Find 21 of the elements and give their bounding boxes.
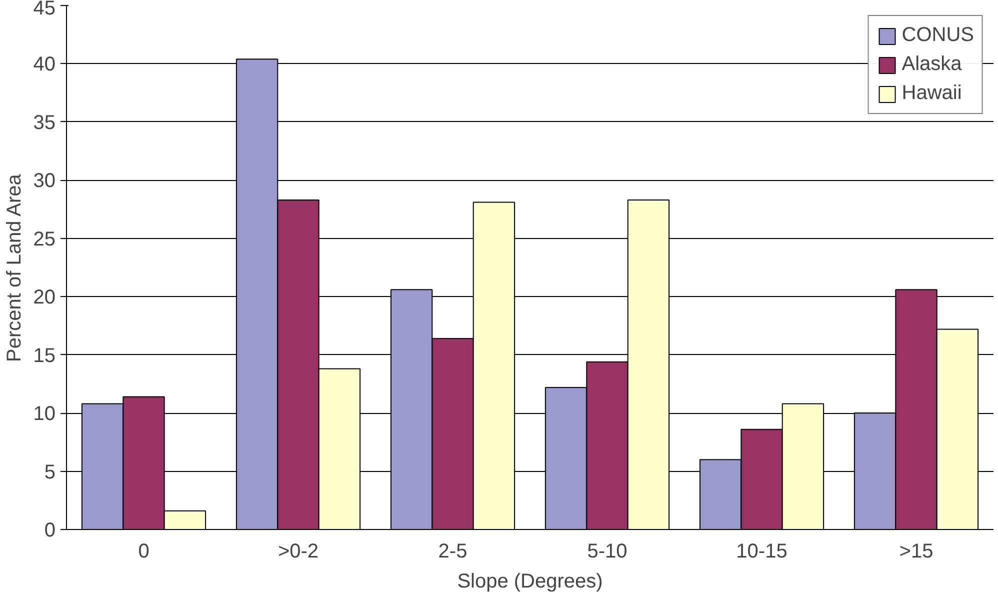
y-tick-label: 5 bbox=[44, 461, 56, 484]
y-tick-label: 40 bbox=[33, 54, 56, 76]
y-tick-label: 0 bbox=[44, 520, 56, 542]
legend-label: CONUS bbox=[902, 24, 974, 47]
x-tick-label: 2-5 bbox=[438, 540, 468, 562]
x-tick-label: >0-2 bbox=[278, 540, 319, 562]
y-tick-label: 30 bbox=[33, 170, 56, 192]
y-tick-label: 35 bbox=[33, 112, 56, 134]
legend-label: Hawaii bbox=[902, 82, 962, 105]
x-axis-title: Slope (Degrees) bbox=[457, 570, 603, 592]
x-tick-label: 10-15 bbox=[736, 540, 788, 562]
y-tick-label: 20 bbox=[33, 286, 56, 309]
x-tick-label: 5-10 bbox=[587, 540, 628, 562]
y-tick-label: 15 bbox=[33, 344, 56, 367]
x-tick-label: 0 bbox=[138, 540, 150, 562]
y-tick-label: 45 bbox=[33, 0, 56, 20]
legend-label: Alaska bbox=[902, 53, 962, 76]
x-tick-label: >15 bbox=[899, 540, 934, 562]
y-tick-label: 10 bbox=[33, 403, 56, 426]
y-tick-label: 25 bbox=[33, 228, 56, 250]
y-axis-title: Percent of Land Area bbox=[3, 173, 26, 362]
